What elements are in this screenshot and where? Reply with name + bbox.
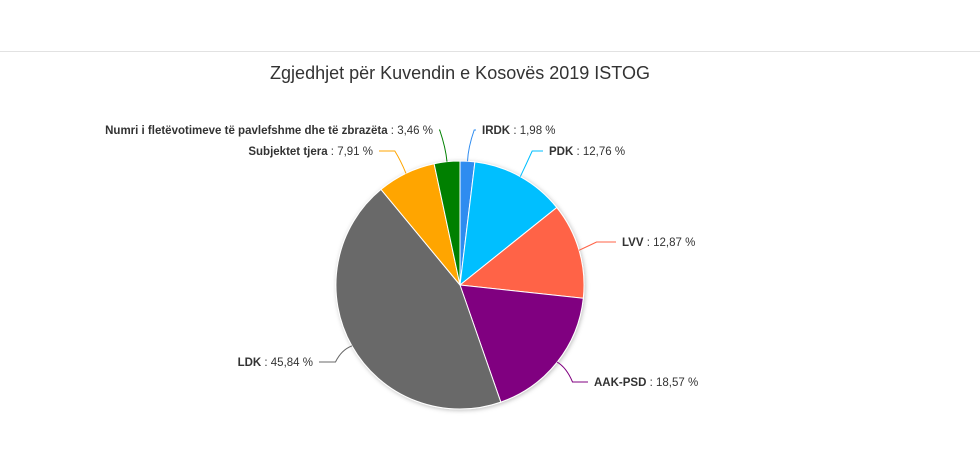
data-label-name: LDK <box>238 357 262 369</box>
data-label-name: PDK <box>549 146 574 158</box>
connector-lvv <box>578 241 616 251</box>
data-label-pdk: PDK : 12,76 % <box>549 146 625 158</box>
data-label-value: : 45,84 % <box>261 357 313 369</box>
pie-slice-lvv[interactable] <box>458 206 585 299</box>
data-label-value: : 12,76 % <box>573 146 625 158</box>
data-label-lvv: LVV : 12,87 % <box>622 237 695 249</box>
data-label-value: : 1,98 % <box>510 125 555 137</box>
data-label-numri-i-fletevotimeve-te-pavlefshme-dhe-te-zbrazeta: Numri i fletëvotimeve të pavlefshme dhe … <box>105 125 433 137</box>
data-label-aak-psd: AAK-PSD : 18,57 % <box>594 377 698 389</box>
data-label-subjektet-tjera: Subjektet tjera : 7,91 % <box>248 146 373 158</box>
connector-ldk <box>319 345 353 363</box>
data-label-name: LVV <box>622 237 644 249</box>
data-label-ldk: LDK : 45,84 % <box>238 357 313 369</box>
data-label-irdk: IRDK : 1,98 % <box>482 125 556 137</box>
data-label-name: Numri i fletëvotimeve të pavlefshme dhe … <box>105 125 388 137</box>
data-label-value: : 7,91 % <box>328 146 373 158</box>
connector-irdk <box>467 129 476 162</box>
data-label-value: : 12,87 % <box>644 237 696 249</box>
label-connectors <box>319 129 616 383</box>
connector-pdk <box>519 150 543 177</box>
connector-numri-i-fletevotimeve-te-pavlefshme-dhe-te-zbrazeta <box>439 129 448 162</box>
data-label-value: : 3,46 % <box>388 125 433 137</box>
data-label-name: Subjektet tjera <box>248 146 328 158</box>
chart-title: Zgjedhjet për Kuvendin e Kosovës 2019 IS… <box>270 63 650 83</box>
pie-slice-pdk[interactable] <box>459 161 558 287</box>
data-label-value: : 18,57 % <box>646 377 698 389</box>
top-divider <box>0 51 980 52</box>
connector-subjektet-tjera <box>379 150 407 174</box>
data-label-name: AAK-PSD <box>594 377 646 389</box>
data-label-name: IRDK <box>482 125 511 137</box>
data-labels: IRDK : 1,98 % PDK : 12,76 % LVV : 12,87 % A… <box>105 125 698 389</box>
pie-slices <box>335 160 585 410</box>
connector-aak-psd <box>556 361 588 383</box>
